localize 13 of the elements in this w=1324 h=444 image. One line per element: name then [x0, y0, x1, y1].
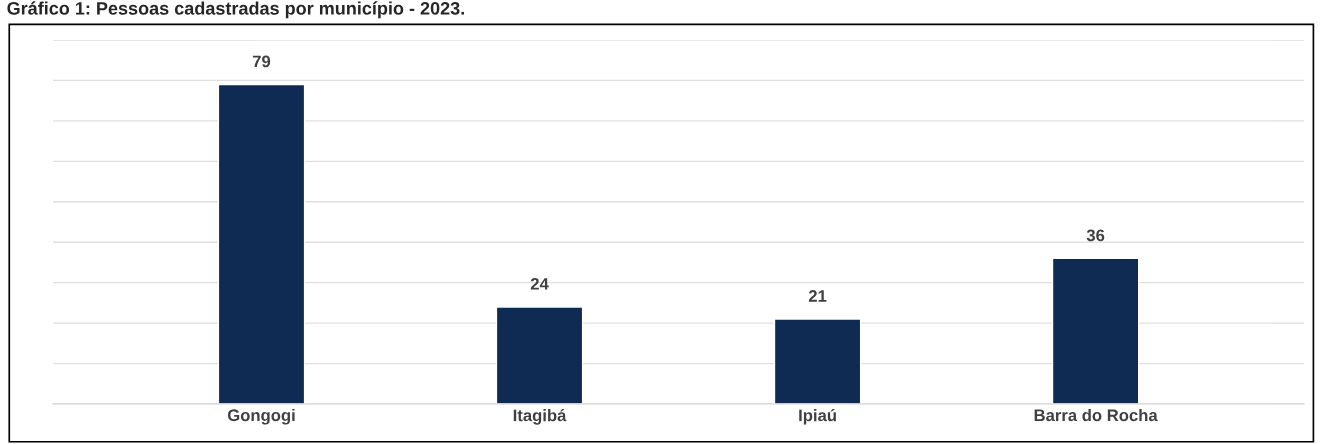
x-tick-label: Itagibá	[513, 408, 567, 425]
bar	[773, 318, 862, 405]
x-tick-label: Barra do Rocha	[1034, 408, 1158, 422]
bar	[1051, 257, 1140, 405]
data-label: 21	[808, 290, 827, 302]
data-label: 36	[1086, 229, 1105, 242]
bar	[217, 83, 306, 405]
chart-title: Gráfico 1: Pessoas cadastradas por município - 2023.	[7, 1, 464, 19]
x-tick-label: Gongogi	[227, 408, 295, 425]
bar	[495, 306, 584, 405]
x-tick-label: Ipiaú	[799, 408, 836, 425]
data-label: 24	[530, 277, 549, 290]
data-label: 79	[252, 55, 271, 68]
